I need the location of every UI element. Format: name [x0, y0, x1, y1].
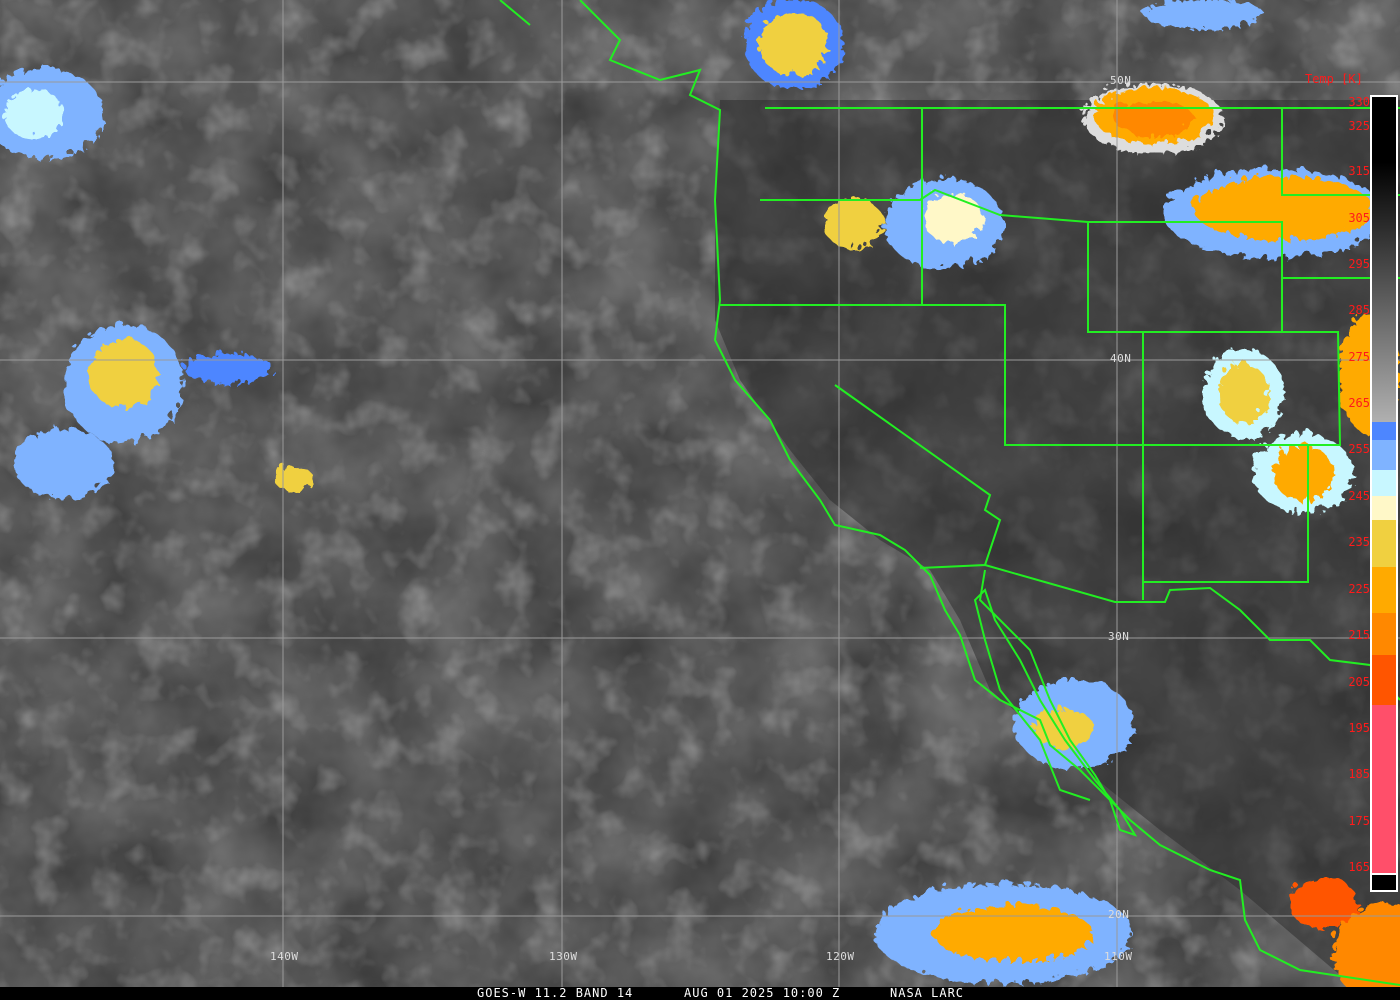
colorbar-tick-label: 330	[1348, 95, 1370, 109]
colorbar-tick-label: 275	[1348, 350, 1370, 364]
lat-label-20n: 20N	[1108, 908, 1130, 921]
colorbar-tick-label: 255	[1348, 442, 1370, 456]
satellite-band-label: GOES-W 11.2 BAND 14	[477, 986, 634, 1000]
lon-label-110w: 110W	[1104, 950, 1133, 963]
lon-label-140w: 140W	[270, 950, 299, 963]
colorbar-tick-label: 325	[1348, 119, 1370, 133]
colorbar-tick-label: 285	[1348, 303, 1370, 317]
lat-label-30n: 30N	[1108, 630, 1130, 643]
colorbar-tick-label: 305	[1348, 211, 1370, 225]
lat-label-50n: 50N	[1110, 74, 1132, 87]
colorbar-tick-label: 235	[1348, 535, 1370, 549]
colorbar-tick-label: 185	[1348, 767, 1370, 781]
timestamp-label: AUG 01 2025 10:00 Z	[684, 986, 841, 1000]
us-mexico-border	[834, 384, 1400, 701]
new-mexico-border	[1143, 445, 1309, 583]
temperature-colorbar	[1370, 95, 1398, 892]
colorbar-tick-label: 265	[1348, 396, 1370, 410]
colorbar-tick-label: 215	[1348, 628, 1370, 642]
credit-label: NASA LARC	[890, 986, 965, 1000]
baja-california-coast	[973, 569, 1138, 837]
coastline	[499, 0, 1400, 986]
colorbar-tick-label: 295	[1348, 257, 1370, 271]
colorbar-tick-label: 225	[1348, 582, 1370, 596]
colorbar-tick-label: 195	[1348, 721, 1370, 735]
colorbar-tick-label: 245	[1348, 489, 1370, 503]
lon-label-120w: 120W	[826, 950, 855, 963]
lat-label-40n: 40N	[1110, 352, 1132, 365]
state-borders-central	[720, 304, 1342, 600]
land-mass	[715, 100, 1400, 975]
colorbar-tick-label: 205	[1348, 675, 1370, 689]
colorbar-title: Temp [K]	[1305, 72, 1363, 86]
colorbar-tick-label: 315	[1348, 164, 1370, 178]
colorbar-tick-label: 165	[1348, 860, 1370, 874]
image-caption-bar: GOES-W 11.2 BAND 14 AUG 01 2025 10:00 Z …	[0, 986, 1400, 1000]
colorbar-tick-label: 175	[1348, 814, 1370, 828]
lon-label-130w: 130W	[549, 950, 578, 963]
